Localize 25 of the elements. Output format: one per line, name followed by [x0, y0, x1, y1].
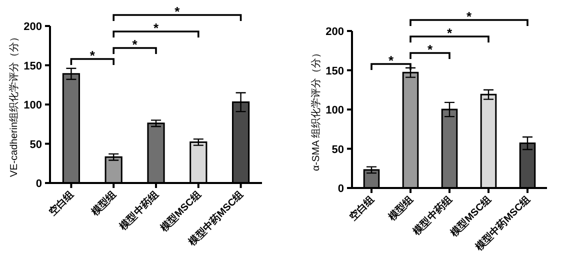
- y-axis-title: VE-cadherin组织化学评分（分）: [8, 32, 20, 178]
- text: *: [174, 4, 181, 20]
- annotation: *: [90, 48, 96, 63]
- annotation: *: [427, 42, 434, 57]
- x-tick-label: 模型组: [88, 188, 119, 220]
- x-tick-label: 模型中药组: [116, 188, 162, 234]
- y-tick-label: 200: [326, 26, 344, 38]
- annotation: *: [446, 25, 453, 40]
- text: *: [466, 9, 472, 24]
- y-tick-label: 0: [338, 183, 344, 195]
- y-tick-label: 150: [326, 65, 344, 78]
- y-tick-label: 50: [332, 144, 344, 156]
- y-tick-label: 50: [30, 138, 42, 151]
- y-tick-label: 100: [326, 104, 344, 116]
- y-tick-label: 150: [24, 60, 42, 72]
- x-tick-label: 空白组: [346, 194, 377, 224]
- annotation: *: [388, 52, 394, 68]
- annotation: *: [132, 36, 138, 52]
- y-tick-label: 200: [24, 21, 42, 33]
- y-tick-label: 100: [24, 100, 42, 112]
- y-tick-label: 0: [36, 178, 42, 190]
- x-tick-label: 空白组: [46, 188, 76, 218]
- annotation: *: [153, 20, 160, 36]
- y-axis-title: α-SMA 组织化学评分（分）: [310, 48, 322, 172]
- x-tick-label: 模型组: [385, 194, 416, 224]
